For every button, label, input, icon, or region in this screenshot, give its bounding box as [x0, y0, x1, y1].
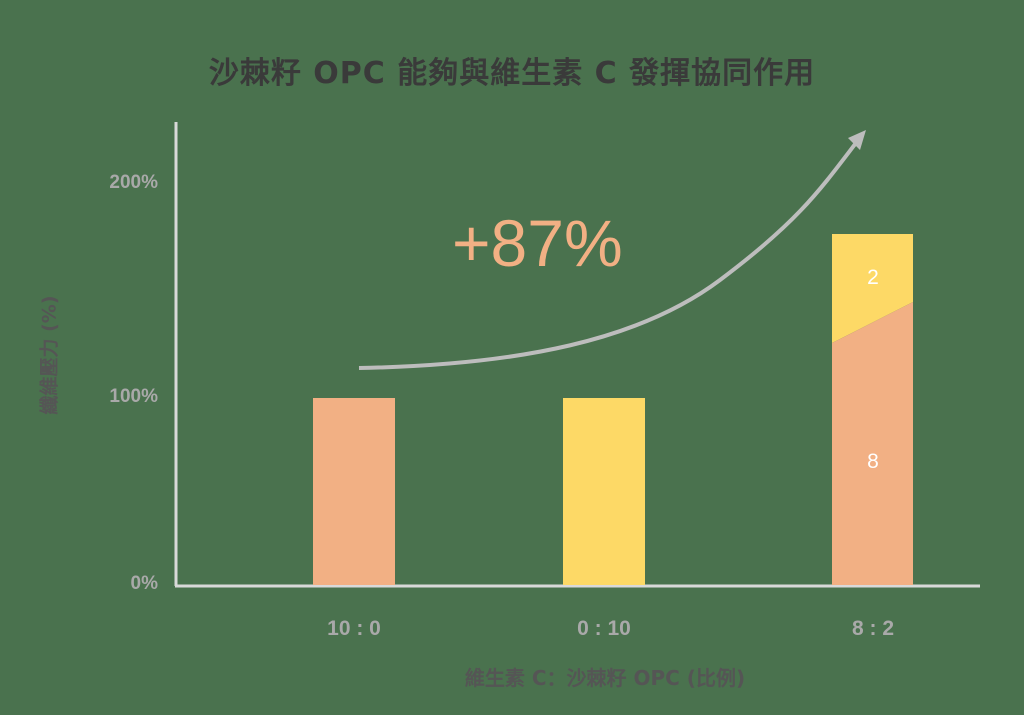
y-tick-200: 200%: [109, 172, 158, 193]
x-tick-8-2: 8 : 2: [851, 617, 895, 640]
bar-8-2-lower-segment: [832, 302, 913, 585]
bar-10-0: [313, 398, 395, 585]
segment-label-upper: 2: [867, 266, 879, 289]
bar-0-10: [563, 398, 645, 585]
chart-title: 沙棘籽 OPC 能夠與維生素 C 發揮協同作用: [208, 56, 816, 91]
x-axis-label: 維生素 C：沙棘籽 OPC (比例): [464, 666, 746, 690]
y-tick-0: 0%: [130, 573, 158, 594]
x-tick-10-0: 10 : 0: [327, 617, 381, 640]
increase-annotation: +87%: [452, 206, 623, 280]
arrow-head-icon: [848, 130, 866, 150]
segment-label-lower: 8: [867, 450, 879, 473]
x-tick-0-10: 0 : 10: [577, 617, 631, 640]
trend-arrow-icon: [358, 133, 864, 370]
y-tick-100: 100%: [109, 386, 158, 407]
bar-8-2-upper-segment: [832, 234, 913, 343]
